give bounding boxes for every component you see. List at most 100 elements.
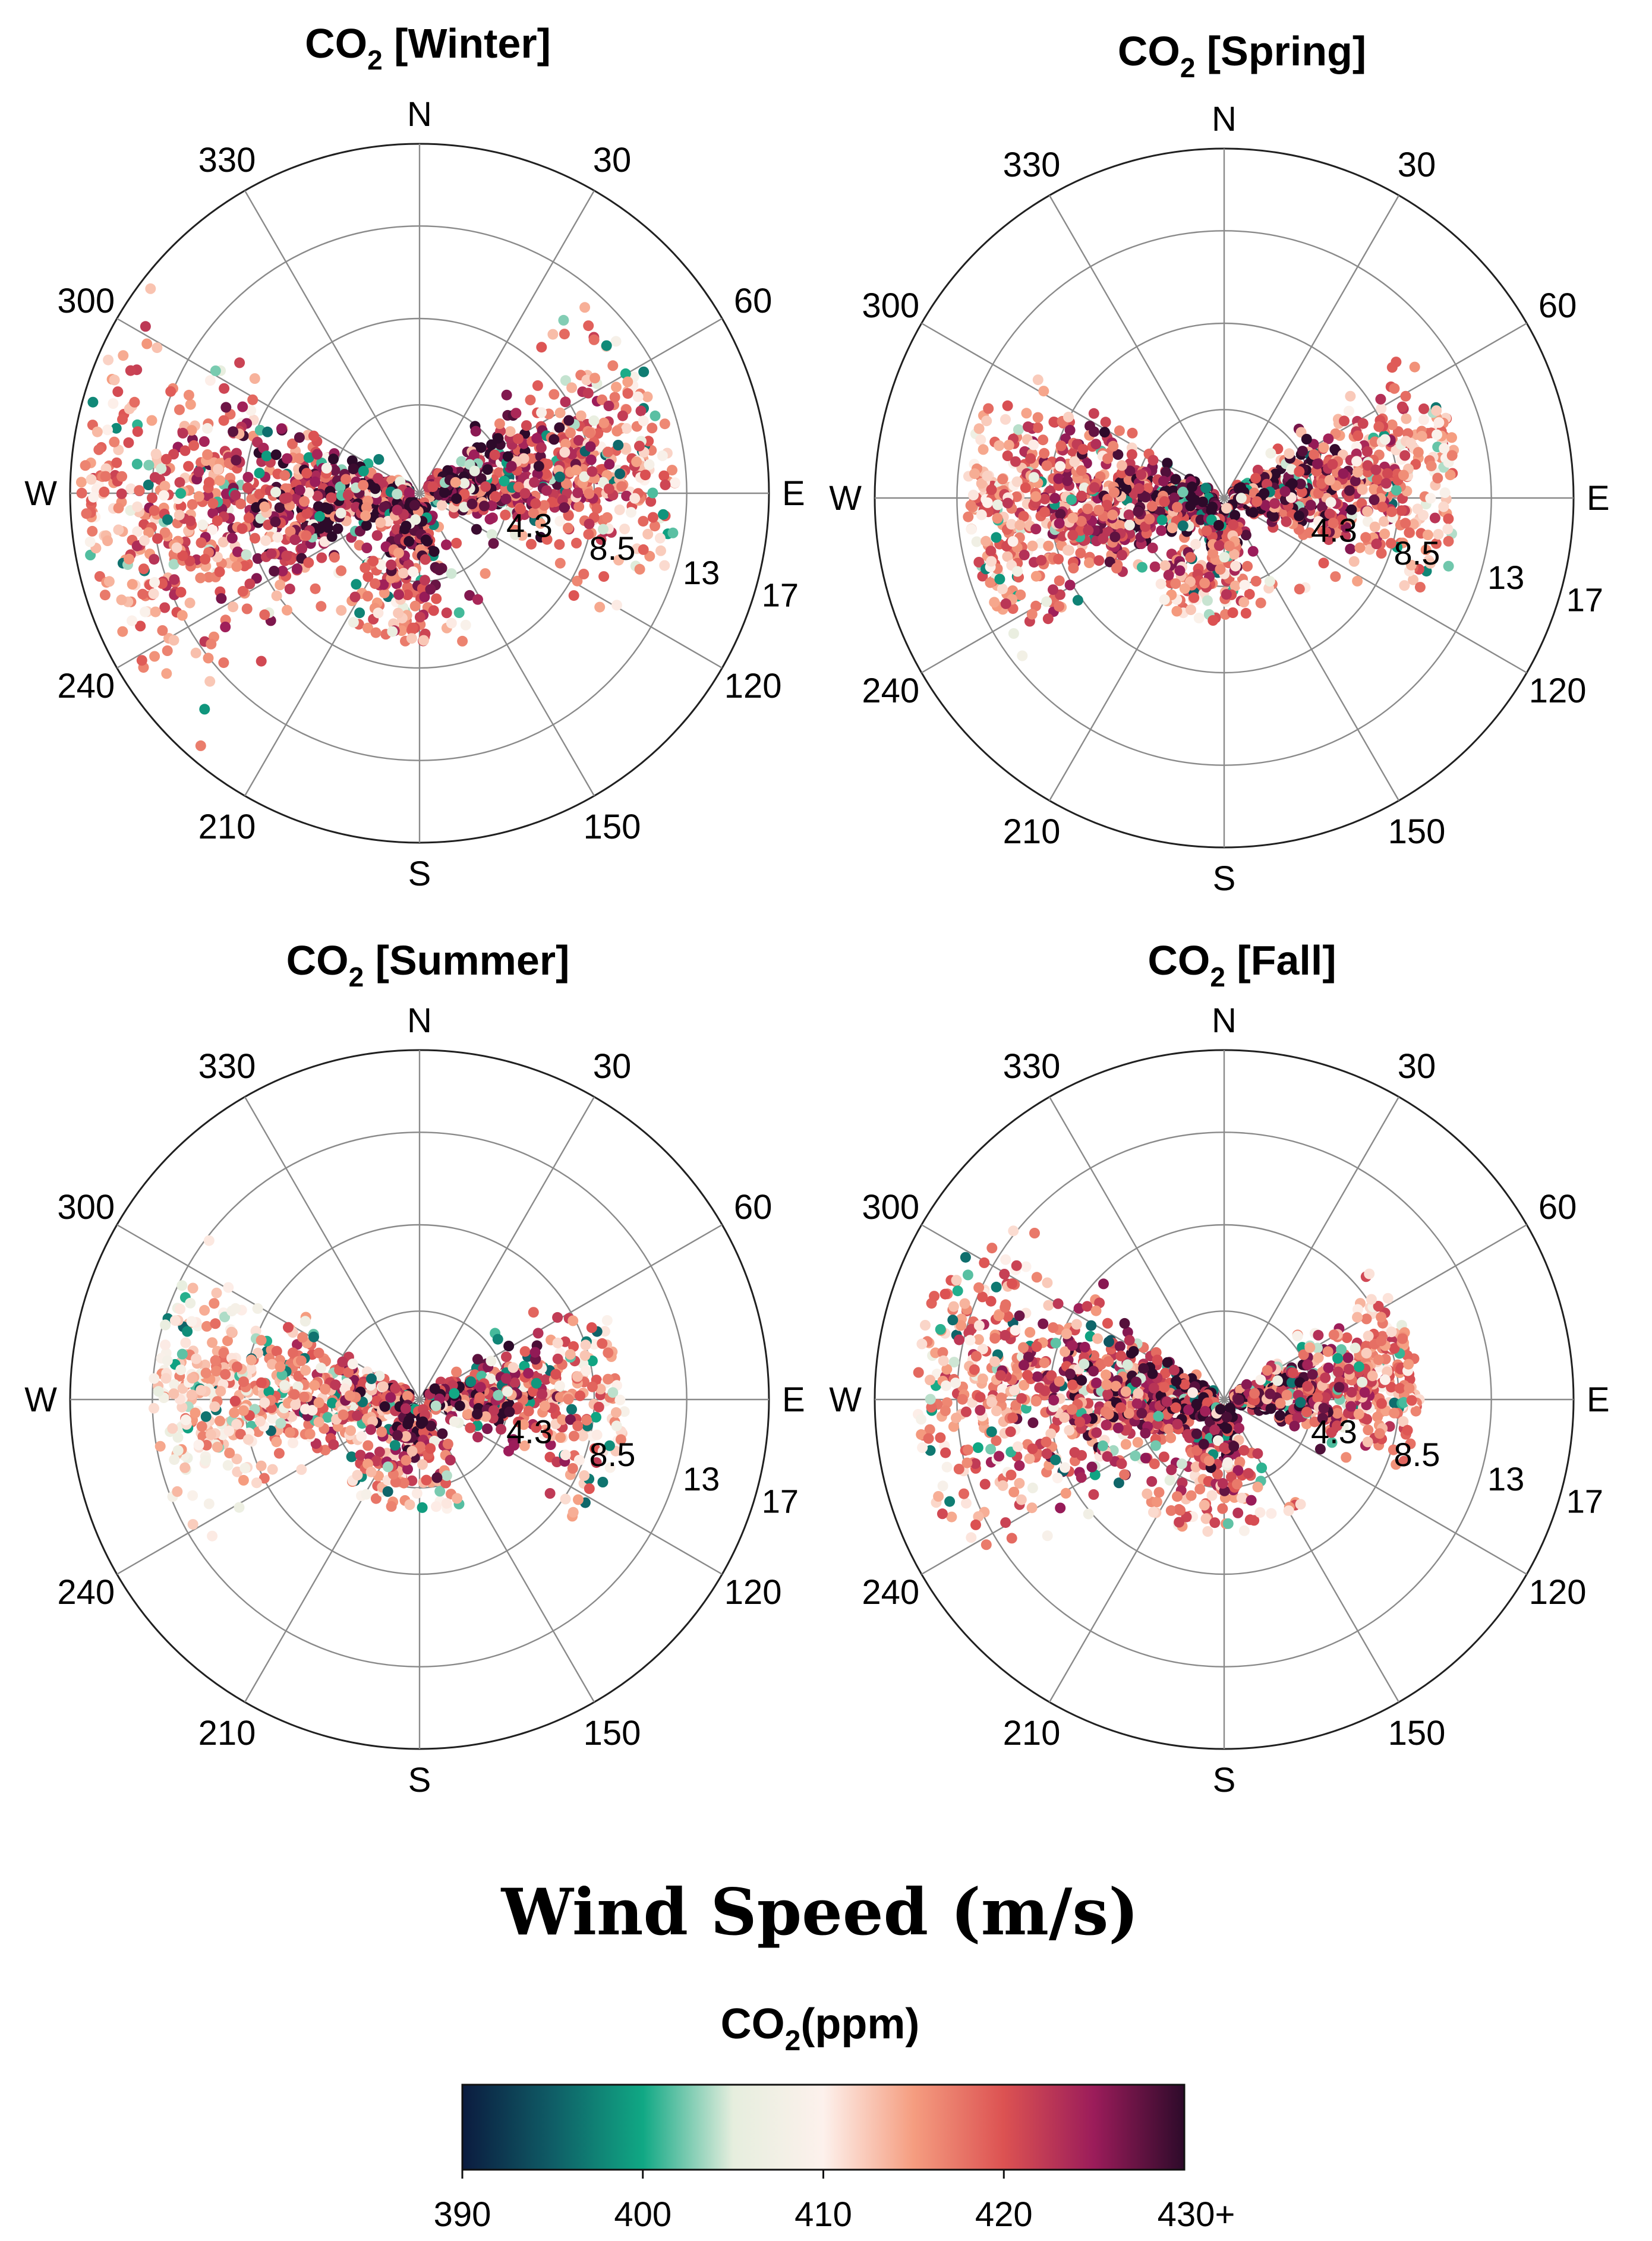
data-point: [573, 501, 585, 512]
data-point: [1038, 386, 1049, 397]
data-point: [343, 1367, 354, 1378]
data-point: [1432, 429, 1442, 440]
data-point: [638, 544, 649, 555]
data-point: [603, 483, 614, 494]
angle-label-30: 30: [593, 141, 632, 179]
data-point: [446, 617, 457, 629]
data-point: [554, 1392, 566, 1403]
angle-label-210: 210: [198, 808, 256, 846]
data-point: [288, 1347, 298, 1359]
ring-label-4-3: 4.3: [1311, 511, 1357, 549]
data-point: [1133, 483, 1145, 494]
data-point: [241, 603, 253, 614]
data-point: [1295, 478, 1306, 490]
data-point: [347, 1359, 358, 1370]
data-point: [145, 283, 156, 294]
data-point: [310, 583, 321, 594]
data-point: [1124, 465, 1136, 477]
data-point: [589, 1443, 600, 1454]
data-point: [552, 1312, 563, 1323]
data-point: [1294, 466, 1305, 477]
data-point: [229, 1407, 240, 1419]
data-point: [1170, 578, 1181, 590]
data-point: [303, 557, 314, 568]
data-point: [370, 1493, 382, 1504]
data-point: [541, 485, 552, 496]
data-point: [358, 480, 369, 491]
data-point: [604, 1462, 616, 1473]
data-point: [249, 373, 260, 384]
data-point: [226, 532, 238, 544]
data-point: [529, 477, 540, 488]
data-point: [431, 593, 442, 604]
data-point: [250, 532, 260, 544]
data-point: [1102, 500, 1112, 510]
data-point: [1350, 475, 1361, 487]
data-point: [609, 392, 620, 403]
data-point: [619, 1406, 630, 1417]
data-point: [1015, 590, 1026, 600]
data-point: [361, 543, 373, 553]
data-point: [371, 530, 383, 541]
data-point: [501, 389, 512, 401]
data-point: [1063, 544, 1073, 556]
data-point: [207, 498, 219, 509]
data-point: [218, 657, 229, 669]
data-point: [1039, 493, 1051, 505]
data-point: [560, 396, 571, 408]
data-point: [346, 1451, 357, 1463]
data-point: [1054, 575, 1065, 587]
data-point: [560, 375, 571, 386]
data-point: [138, 563, 149, 575]
data-point: [238, 1376, 249, 1388]
data-point: [603, 1347, 614, 1359]
data-point: [493, 433, 504, 444]
data-point: [1352, 575, 1363, 587]
data-point: [1304, 527, 1315, 538]
data-point: [472, 594, 483, 605]
data-point: [235, 498, 247, 509]
data-point: [1251, 496, 1263, 507]
axis-labels-spring: N E S W 30 60 120 150 210 240 300 330 4.…: [829, 100, 1609, 898]
data-point: [1400, 390, 1411, 402]
data-point: [597, 394, 608, 405]
data-point: [169, 1379, 180, 1390]
data-point: [1377, 502, 1388, 513]
data-point: [531, 1422, 542, 1433]
data-point: [1208, 547, 1219, 559]
data-point: [201, 1320, 212, 1332]
data-point: [1064, 424, 1076, 436]
data-point: [471, 524, 482, 535]
data-point: [1117, 550, 1128, 561]
data-point: [392, 488, 403, 500]
data-point: [222, 1335, 233, 1347]
data-point: [568, 590, 579, 601]
data-point: [504, 1406, 515, 1417]
data-point: [1030, 491, 1042, 502]
data-point: [650, 410, 661, 421]
data-point: [994, 440, 1005, 451]
data-point: [1124, 519, 1135, 531]
ring-label-8-5: 8.5: [589, 1436, 636, 1473]
data-point: [260, 535, 272, 546]
data-point: [1294, 510, 1305, 522]
data-point: [1320, 527, 1331, 538]
data-point: [485, 1356, 497, 1367]
data-point: [1032, 412, 1043, 423]
data-point: [185, 399, 196, 410]
data-point: [152, 342, 163, 354]
data-point: [1162, 458, 1173, 469]
data-point: [84, 536, 96, 547]
data-point: [616, 481, 628, 492]
data-point: [1036, 554, 1047, 566]
data-point: [328, 1439, 339, 1450]
data-point: [552, 1337, 563, 1348]
data-point: [160, 1373, 172, 1384]
data-point: [583, 529, 594, 540]
data-point: [212, 515, 223, 527]
data-point: [523, 1367, 534, 1379]
data-point: [505, 426, 516, 437]
data-point: [558, 314, 569, 326]
data-point: [417, 1459, 428, 1470]
data-point: [177, 550, 188, 562]
